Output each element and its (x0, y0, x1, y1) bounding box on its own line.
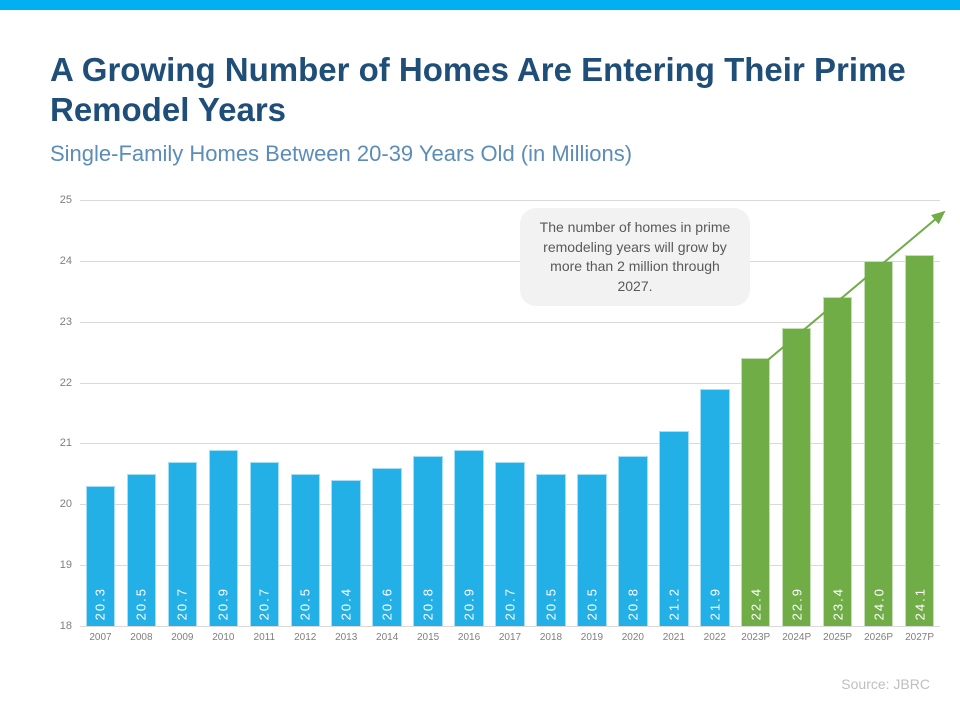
x-tick-label: 2025P (817, 632, 858, 643)
x-tick-label: 2023P (735, 632, 776, 643)
bar: 22.4 (741, 358, 770, 626)
y-tick-label: 21 (60, 437, 72, 449)
bar-value-label: 20.4 (339, 587, 354, 620)
x-tick-label: 2021 (653, 632, 694, 643)
bar: 23.4 (823, 297, 852, 626)
bar-slot: 20.9 (449, 200, 490, 626)
x-tick-label: 2011 (244, 632, 285, 643)
bar-value-label: 24.1 (912, 587, 927, 620)
bar-slot: 20.8 (408, 200, 449, 626)
bar-slot: 20.4 (326, 200, 367, 626)
bar-slot: 23.4 (817, 200, 858, 626)
bar: 20.6 (372, 468, 401, 626)
y-tick-label: 20 (60, 498, 72, 510)
x-tick-label: 2024P (776, 632, 817, 643)
bar-slot: 20.3 (80, 200, 121, 626)
x-tick-label: 2010 (203, 632, 244, 643)
x-tick-label: 2026P (858, 632, 899, 643)
top-accent-border (0, 0, 960, 10)
bar-value-label: 23.4 (830, 587, 845, 620)
x-tick-label: 2027P (899, 632, 940, 643)
bar-value-label: 20.7 (503, 587, 518, 620)
chart-annotation: The number of homes in prime remodeling … (520, 208, 750, 306)
bar-slot: 20.7 (162, 200, 203, 626)
bar-slot: 24.1 (899, 200, 940, 626)
bar-value-label: 20.3 (93, 587, 108, 620)
bar: 20.7 (250, 462, 279, 626)
x-tick-label: 2019 (571, 632, 612, 643)
bar-slot: 20.5 (121, 200, 162, 626)
gridline (80, 626, 940, 627)
bar: 20.9 (454, 450, 483, 626)
x-tick-label: 2013 (326, 632, 367, 643)
bar-slot: 20.7 (244, 200, 285, 626)
bar-value-label: 24.0 (871, 587, 886, 620)
bar-value-label: 21.9 (707, 587, 722, 620)
x-tick-label: 2015 (408, 632, 449, 643)
x-axis-labels: 2007200820092010201120122013201420152016… (80, 632, 940, 643)
bar-value-label: 20.9 (216, 587, 231, 620)
bar: 20.7 (168, 462, 197, 626)
bar-value-label: 22.9 (789, 587, 804, 620)
bar-series: 20.3 20.5 20.7 20.9 20.7 20.5 20.4 20.6 20.8 20.9… (80, 200, 940, 626)
bar: 20.4 (331, 480, 360, 626)
bar-slot: 22.9 (776, 200, 817, 626)
bar-value-label: 20.7 (257, 587, 272, 620)
bar-value-label: 20.8 (625, 587, 640, 620)
bar: 21.2 (659, 431, 688, 626)
x-tick-label: 2017 (490, 632, 531, 643)
bar: 22.9 (782, 328, 811, 626)
bar-value-label: 20.5 (298, 587, 313, 620)
bar-slot: 20.6 (367, 200, 408, 626)
bar-value-label: 20.7 (175, 587, 190, 620)
x-tick-label: 2016 (449, 632, 490, 643)
chart-subtitle: Single-Family Homes Between 20-39 Years … (50, 141, 940, 167)
bar-slot: 20.5 (285, 200, 326, 626)
bar-value-label: 22.4 (748, 587, 763, 620)
y-tick-label: 23 (60, 316, 72, 328)
bar-value-label: 20.6 (380, 587, 395, 620)
bar-slot: 20.9 (203, 200, 244, 626)
bar-slot: 24.0 (858, 200, 899, 626)
bar-value-label: 21.2 (666, 587, 681, 620)
y-tick-label: 18 (60, 620, 72, 632)
bar: 20.3 (86, 486, 115, 626)
source-attribution: Source: JBRC (841, 676, 930, 692)
bar: 20.5 (577, 474, 606, 626)
page-container: A Growing Number of Homes Are Entering T… (0, 10, 960, 720)
bar: 24.0 (864, 261, 893, 626)
y-tick-label: 19 (60, 559, 72, 571)
y-tick-label: 22 (60, 377, 72, 389)
y-tick-label: 25 (60, 194, 72, 206)
bar-value-label: 20.5 (543, 587, 558, 620)
chart-title: A Growing Number of Homes Are Entering T… (50, 50, 940, 129)
x-tick-label: 2012 (285, 632, 326, 643)
x-tick-label: 2020 (612, 632, 653, 643)
bar: 20.5 (291, 474, 320, 626)
x-tick-label: 2018 (530, 632, 571, 643)
bar-value-label: 20.8 (421, 587, 436, 620)
x-tick-label: 2007 (80, 632, 121, 643)
x-tick-label: 2009 (162, 632, 203, 643)
bar: 21.9 (700, 389, 729, 626)
bar-value-label: 20.9 (462, 587, 477, 620)
bar-value-label: 20.5 (134, 587, 149, 620)
bar: 20.7 (495, 462, 524, 626)
bar: 20.8 (618, 456, 647, 626)
x-tick-label: 2014 (367, 632, 408, 643)
annotation-text: The number of homes in prime remodeling … (540, 219, 731, 294)
bar: 20.8 (413, 456, 442, 626)
bar: 20.5 (127, 474, 156, 626)
bar-value-label: 20.5 (584, 587, 599, 620)
bar: 20.5 (536, 474, 565, 626)
bar: 20.9 (209, 450, 238, 626)
y-tick-label: 24 (60, 255, 72, 267)
bar: 24.1 (905, 255, 934, 626)
chart-plot-area: 1819202122232425 20.320.520.720.920.720.… (80, 200, 940, 626)
x-tick-label: 2008 (121, 632, 162, 643)
x-tick-label: 2022 (694, 632, 735, 643)
